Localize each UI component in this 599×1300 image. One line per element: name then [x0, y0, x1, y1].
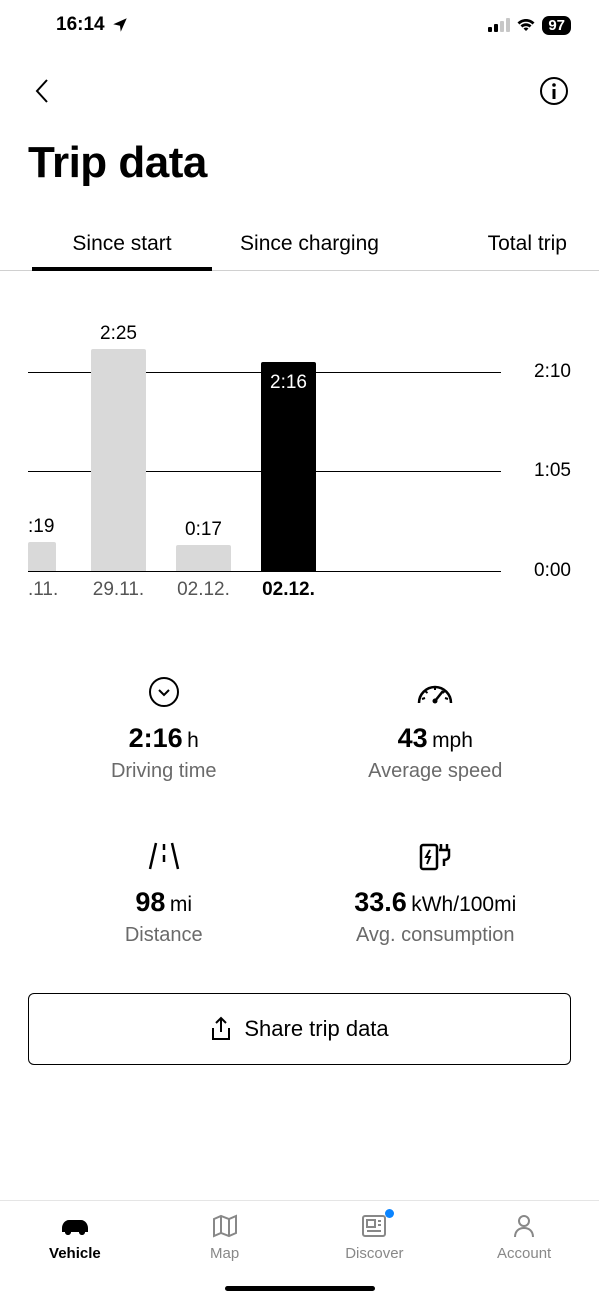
x-axis-label: 02.12. [246, 579, 331, 611]
chart-area: 2:101:050:00:192:250:172:16.11.29.11.02.… [0, 271, 599, 611]
bars-row: :192:250:172:16 [28, 341, 501, 571]
gauge-icon [300, 675, 572, 709]
x-axis-label: .11. [28, 579, 76, 611]
stat-value: 2:16 [129, 723, 183, 753]
nav-label: Discover [345, 1245, 403, 1262]
x-axis: .11.29.11.02.12.02.12. [28, 579, 501, 611]
share-label: Share trip data [244, 1016, 388, 1042]
stat-avg-speed: 43 mph Average speed [300, 675, 572, 783]
nav-account[interactable]: Account [449, 1211, 599, 1262]
stat-label: Avg. consumption [300, 924, 572, 947]
bottom-nav: Vehicle Map Discover Account [0, 1200, 599, 1300]
nav-vehicle[interactable]: Vehicle [0, 1211, 150, 1262]
stat-value: 43 [398, 723, 428, 753]
y-axis-label: 0:00 [534, 560, 571, 582]
news-icon [360, 1211, 388, 1241]
x-axis-label: 02.12. [161, 579, 246, 611]
stat-distance: 98 mi Distance [28, 839, 300, 947]
nav-label: Vehicle [49, 1245, 101, 1262]
stat-label: Average speed [300, 760, 572, 783]
x-axis-label: 29.11. [76, 579, 161, 611]
stat-label: Driving time [28, 760, 300, 783]
nav-label: Account [497, 1245, 551, 1262]
back-button[interactable] [28, 77, 56, 105]
map-icon [211, 1211, 239, 1241]
tab-since-start[interactable]: Since start [32, 222, 212, 270]
stat-unit: mi [170, 893, 192, 916]
tab-since-charging[interactable]: Since charging [212, 222, 407, 270]
stats-grid: 2:16 h Driving time 43 mph Average speed… [0, 611, 599, 987]
wifi-icon [516, 18, 536, 32]
location-icon [111, 16, 129, 34]
road-icon [28, 839, 300, 873]
stat-value: 98 [135, 887, 165, 917]
bar [91, 349, 146, 571]
info-button[interactable] [537, 74, 571, 108]
bar-value: 0:17 [185, 519, 222, 541]
y-axis-label: 2:10 [534, 361, 571, 383]
bar-slot[interactable]: 2:25 [76, 323, 161, 571]
stat-label: Distance [28, 924, 300, 947]
bar-slot[interactable]: 0:17 [161, 519, 246, 571]
bar [28, 542, 56, 571]
header-row [0, 50, 599, 120]
tab-total-trip[interactable]: Total trip [407, 222, 567, 270]
home-indicator[interactable] [225, 1286, 375, 1291]
battery-level: 97 [542, 16, 571, 35]
bar [176, 545, 231, 571]
car-icon [57, 1211, 93, 1241]
status-time: 16:14 [56, 14, 105, 36]
stat-unit: h [187, 729, 199, 752]
gridline [28, 571, 501, 572]
stat-unit: mph [432, 729, 473, 752]
share-button[interactable]: Share trip data [28, 993, 571, 1065]
bar-slot[interactable]: :19 [28, 516, 76, 571]
tabs: Since start Since charging Total trip [0, 222, 599, 271]
nav-map[interactable]: Map [150, 1211, 300, 1262]
bar-value: :19 [28, 516, 54, 538]
share-icon [210, 1016, 232, 1042]
stat-driving-time: 2:16 h Driving time [28, 675, 300, 783]
charge-icon [300, 839, 572, 873]
bar-slot[interactable]: 2:16 [246, 362, 331, 571]
notification-dot [385, 1209, 394, 1218]
stat-unit: kWh/100mi [411, 893, 516, 916]
y-axis-label: 1:05 [534, 460, 571, 482]
bar-highlight: 2:16 [261, 362, 316, 571]
nav-discover[interactable]: Discover [300, 1211, 450, 1262]
status-bar: 16:14 97 [0, 0, 599, 50]
bar-value: 2:25 [100, 323, 137, 345]
bar-value: 2:16 [261, 362, 316, 394]
stat-consumption: 33.6 kWh/100mi Avg. consumption [300, 839, 572, 947]
clock-icon [28, 675, 300, 709]
page-title: Trip data [0, 120, 599, 222]
person-icon [512, 1211, 536, 1241]
nav-label: Map [210, 1245, 239, 1262]
cellular-icon [488, 18, 510, 32]
stat-value: 33.6 [354, 887, 407, 917]
